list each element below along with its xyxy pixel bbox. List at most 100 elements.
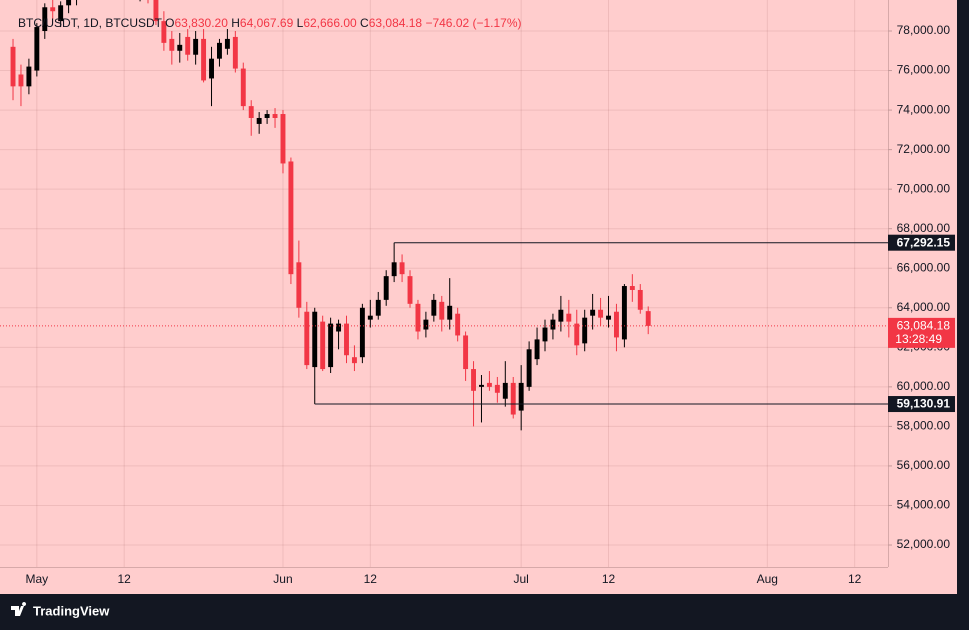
candle-body — [383, 276, 389, 300]
candle-body — [510, 382, 516, 415]
candle-body — [534, 339, 540, 360]
candle-body — [590, 309, 596, 316]
candle-body — [169, 38, 175, 51]
level-label: 59,130.91 — [897, 397, 951, 411]
legend-value: 63,830.20 — [174, 16, 228, 30]
candle-body — [280, 114, 286, 164]
legend-value: 64,067.69 — [240, 16, 294, 30]
candle-body — [471, 369, 476, 391]
candle-body — [216, 42, 222, 59]
candle-body — [502, 382, 508, 399]
candle-body — [264, 114, 270, 118]
candle-body — [50, 7, 56, 12]
candle-body — [304, 311, 310, 366]
candle-body — [550, 319, 556, 330]
candle-body — [407, 276, 413, 304]
legend-value: 62,666.00 — [303, 16, 357, 30]
candle-body — [359, 307, 365, 358]
candle-body — [58, 5, 64, 22]
candle-body — [526, 349, 532, 387]
y-tick-label: 54,000.00 — [897, 498, 951, 512]
candle-body — [185, 36, 191, 55]
candle-body — [542, 327, 548, 342]
y-tick-label: 78,000.00 — [897, 23, 951, 37]
candle-body — [42, 7, 48, 31]
y-tick-label: 56,000.00 — [897, 458, 951, 472]
candle-body — [431, 299, 437, 316]
candle-body — [606, 315, 611, 320]
candle-body — [463, 335, 469, 370]
candle-body — [153, 0, 159, 22]
x-tick-label: 12 — [602, 572, 616, 586]
candle-body — [367, 315, 373, 320]
candle-body — [486, 382, 492, 387]
y-tick-label: 52,000.00 — [897, 537, 951, 551]
chart-background — [0, 0, 957, 594]
candle-body — [10, 46, 16, 87]
candle-body — [248, 106, 254, 118]
candle-body — [415, 303, 421, 332]
x-tick-label: 12 — [364, 572, 378, 586]
candle-body — [574, 323, 580, 346]
candle-body — [201, 38, 207, 81]
y-tick-label: 74,000.00 — [897, 102, 951, 116]
candle-body — [645, 311, 651, 326]
candle-body — [296, 262, 302, 308]
candle-body — [598, 309, 604, 318]
branding: TradingView — [11, 602, 110, 618]
x-tick-label: 12 — [118, 572, 132, 586]
y-tick-label: 72,000.00 — [897, 142, 951, 156]
candle-body — [351, 357, 357, 364]
candle-body — [518, 382, 524, 411]
legend-value: 63,084.18 — [369, 16, 423, 30]
legend-symbol: BTC/USDT, 1D, BTCUSDT — [18, 16, 163, 30]
y-tick-label: 66,000.00 — [897, 260, 951, 274]
grid: 52,000.00 54,000.00 56,000.00 58,000.00 60,0… — [0, 0, 950, 586]
candle-body — [288, 161, 294, 275]
legend-key: L — [297, 16, 304, 30]
candle-body — [232, 36, 238, 69]
candle-body — [582, 317, 588, 344]
x-tick-label: Aug — [757, 572, 778, 586]
last-price-label: 63,084.18 — [897, 319, 951, 333]
last-price-box — [888, 317, 955, 348]
overlay: 67,292.1559,130.9163,084.1813:28:49BTC/U… — [0, 16, 955, 413]
y-tick-label: 60,000.00 — [897, 379, 951, 393]
candle-body — [209, 58, 214, 79]
candle-body — [629, 286, 635, 290]
brand-name: TradingView — [33, 603, 110, 618]
legend-key: H — [231, 16, 240, 30]
legend-change: −746.02 (−1.17%) — [425, 16, 521, 30]
candle-body — [423, 319, 429, 330]
logo — [11, 602, 27, 616]
x-tick-label: 12 — [848, 572, 862, 586]
y-tick-label: 76,000.00 — [897, 63, 951, 77]
y-tick-label: 58,000.00 — [897, 419, 951, 433]
x-tick-label: May — [26, 572, 49, 586]
candle-body — [494, 384, 500, 393]
x-tick-label: Jul — [514, 572, 529, 586]
candle-body — [66, 0, 72, 6]
candle-body — [336, 323, 342, 332]
candle-body — [272, 114, 278, 118]
y-tick-label: 64,000.00 — [897, 300, 951, 314]
candle-body — [399, 262, 405, 275]
candle-body — [320, 321, 326, 370]
candle-body — [34, 27, 40, 71]
candle-body — [26, 66, 32, 87]
candle-body — [256, 117, 262, 124]
candle-body — [193, 38, 199, 55]
level-label-box — [888, 234, 955, 251]
candle-body — [328, 323, 334, 368]
candle-body — [566, 313, 572, 322]
candle-body — [621, 286, 627, 340]
legend-key: O — [165, 16, 174, 30]
candle-body — [613, 311, 619, 338]
candle-body — [479, 384, 484, 387]
y-tick-label: 68,000.00 — [897, 221, 951, 235]
candle-body — [240, 68, 246, 107]
candle-body — [558, 309, 564, 322]
level-label: 67,292.15 — [897, 235, 951, 249]
